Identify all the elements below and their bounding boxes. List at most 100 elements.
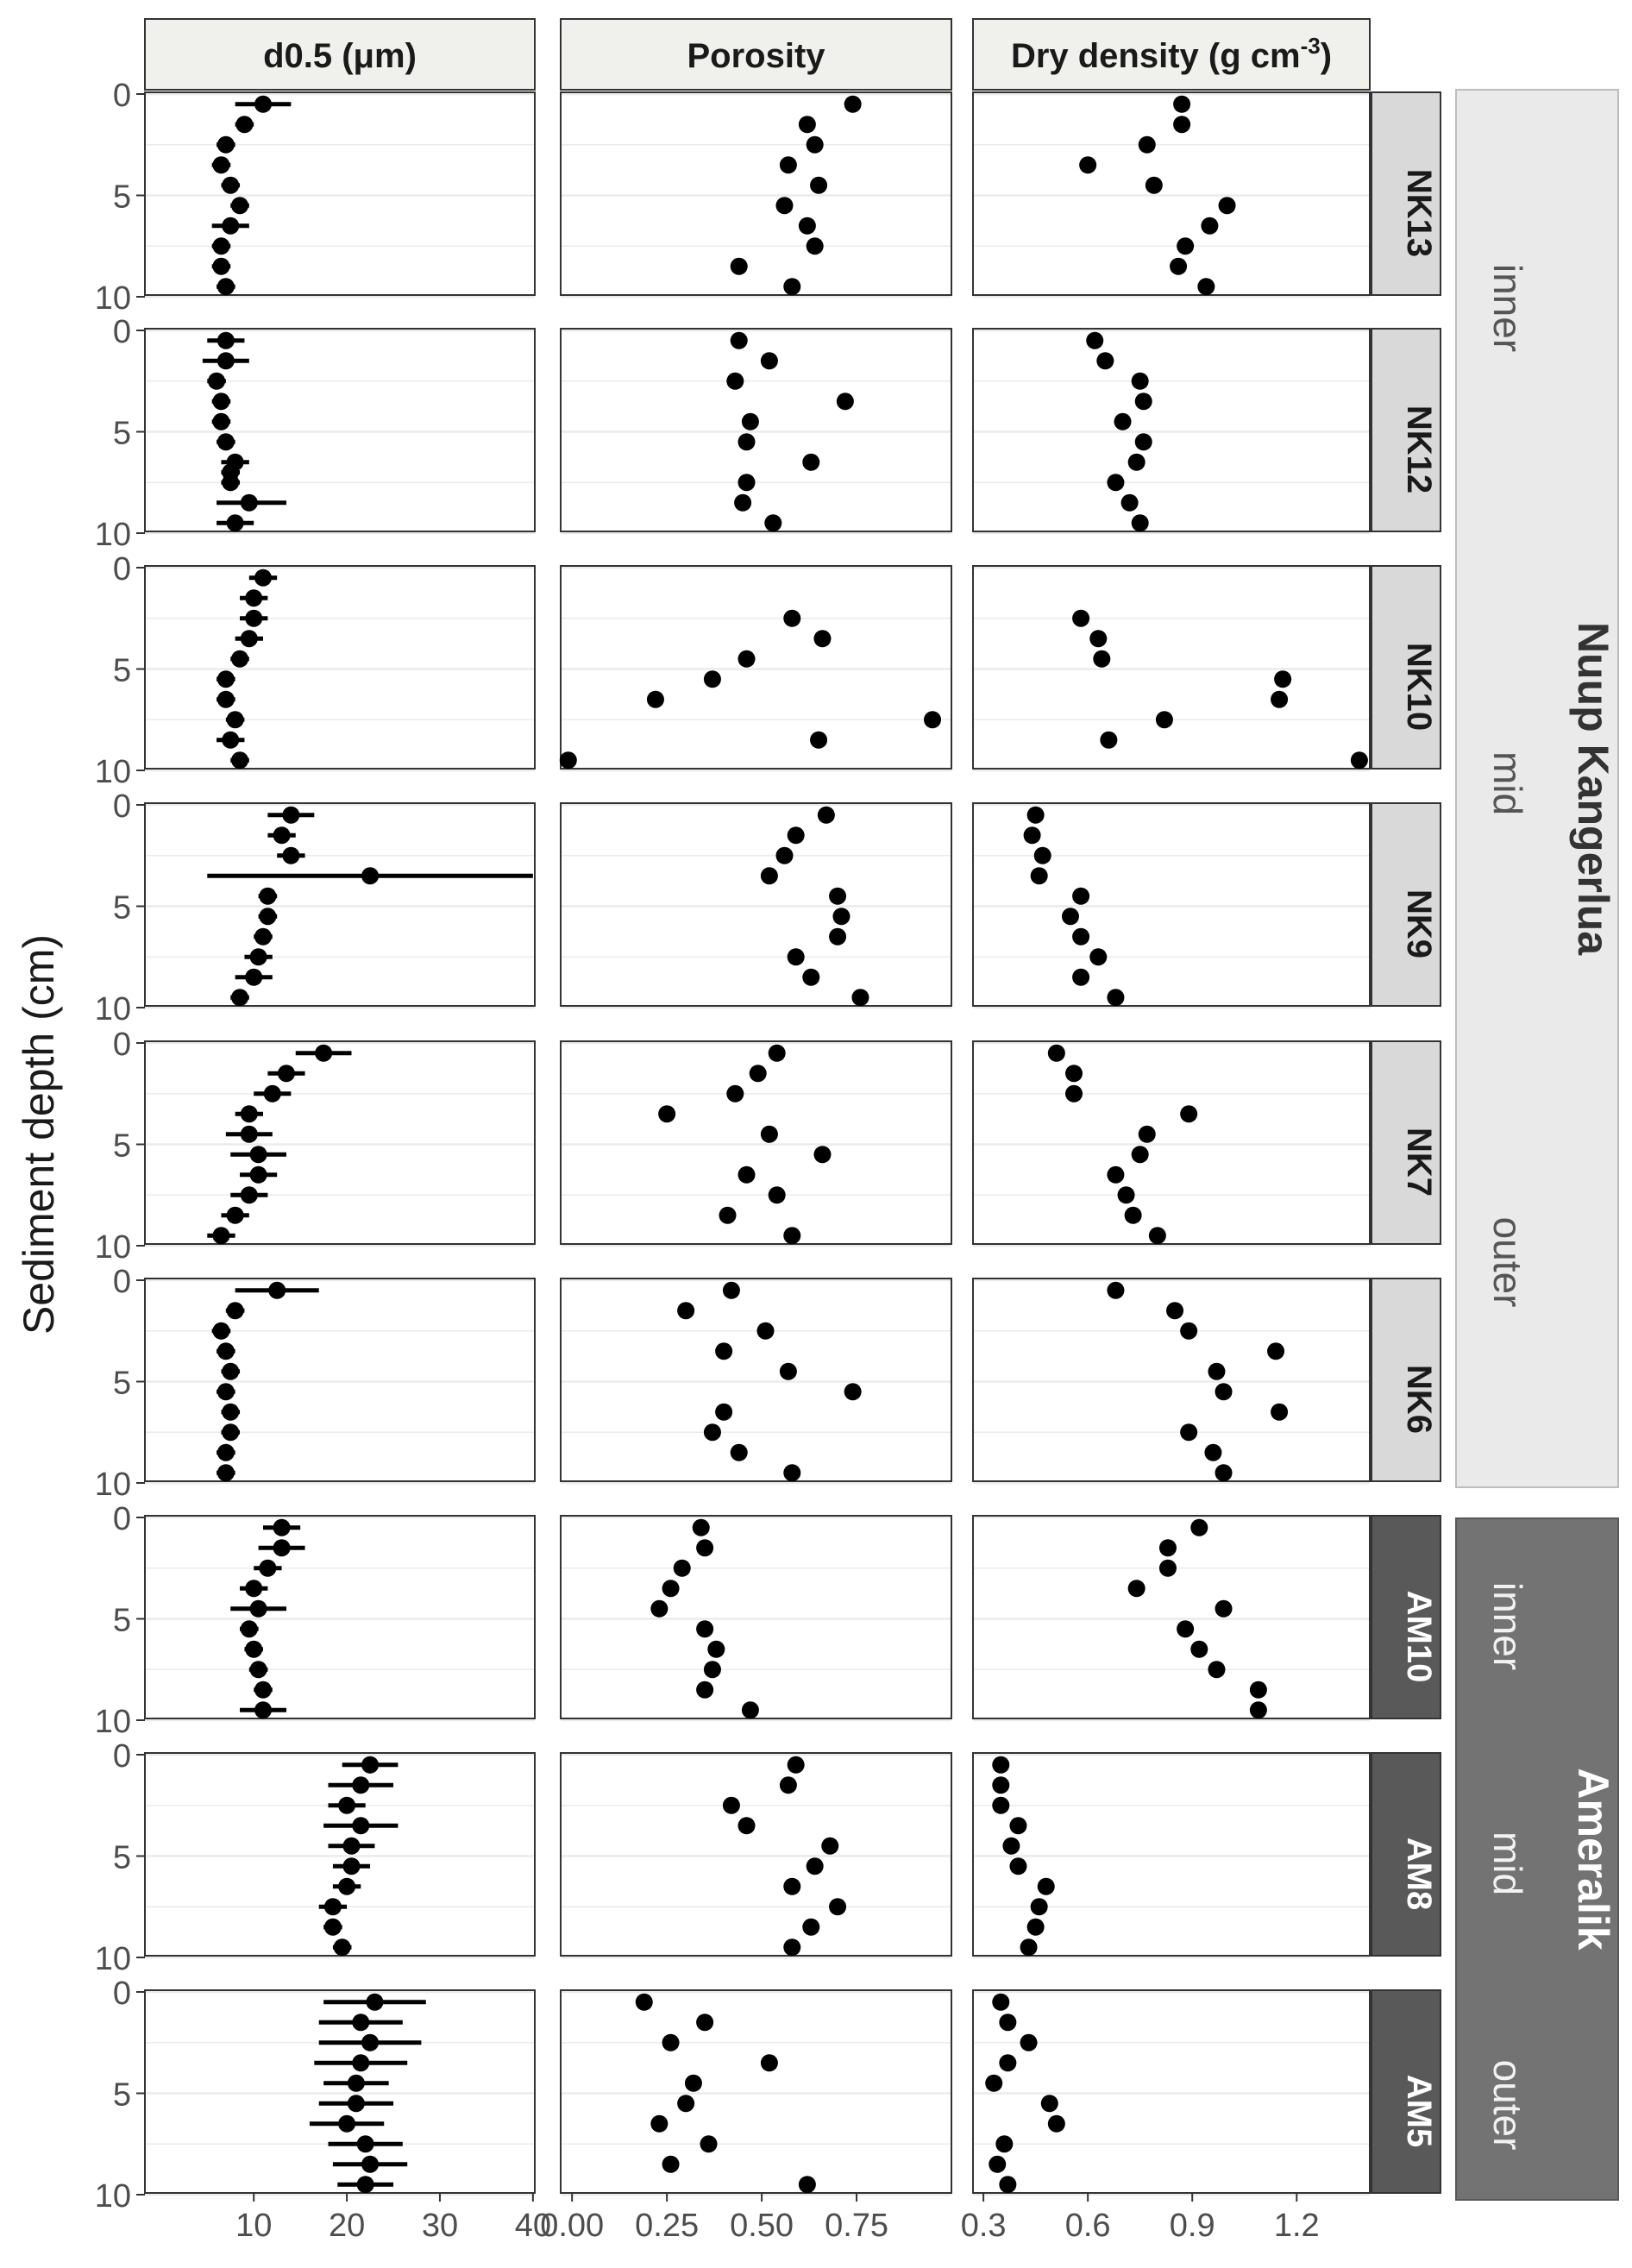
data-point [1072, 927, 1090, 946]
data-point [240, 493, 258, 512]
panel [972, 1040, 1371, 1247]
data-point [1072, 968, 1090, 986]
data-point [1131, 372, 1149, 390]
column-strip-label: Dry density (g cm-3) [1011, 33, 1332, 75]
column-strip [560, 18, 952, 91]
data-point [559, 751, 577, 770]
panel [972, 565, 1371, 772]
data-point [338, 1796, 356, 1814]
x-tick-label: 0.9 [1170, 2208, 1215, 2244]
y-tick-label: 10 [95, 1467, 131, 1503]
x-tick-label: 1.2 [1274, 2208, 1320, 2244]
data-point [1065, 1065, 1083, 1083]
data-point [231, 650, 249, 668]
data-point [1249, 1681, 1267, 1699]
data-point [1197, 278, 1215, 296]
data-point [650, 2114, 668, 2133]
data-point [783, 1938, 801, 1957]
y-tick-label: 5 [113, 653, 131, 689]
data-point [1177, 1620, 1195, 1638]
data-point [787, 948, 805, 966]
panel [560, 91, 952, 298]
data-point [217, 278, 235, 296]
data-point [1026, 1918, 1045, 1936]
data-point [222, 217, 240, 235]
panel-background [145, 1516, 535, 1718]
data-point [249, 948, 267, 966]
data-point [342, 1857, 361, 1875]
data-point [802, 453, 820, 471]
panel-background [561, 803, 951, 1006]
core-row: 0 5 10 [95, 551, 1371, 790]
data-point [738, 650, 756, 668]
data-point [650, 1599, 668, 1618]
data-point [222, 1403, 240, 1421]
data-point [235, 116, 254, 134]
data-point [1158, 1559, 1177, 1577]
data-point [989, 2155, 1007, 2173]
panel [144, 1040, 536, 1247]
data-point [1249, 1701, 1267, 1719]
data-point [798, 2176, 816, 2194]
data-point [1218, 197, 1236, 215]
data-point [730, 331, 748, 349]
panel [559, 565, 952, 772]
data-point [1271, 1403, 1289, 1421]
panel [144, 565, 536, 772]
data-point [1030, 867, 1048, 885]
data-point [217, 1443, 235, 1461]
y-tick-label: 0 [113, 1264, 131, 1300]
panel [144, 802, 536, 1009]
data-point [273, 1518, 291, 1536]
y-tick-label: 0 [113, 1976, 131, 2012]
data-point [999, 2014, 1017, 2032]
core-strip-label: AM5 [1400, 2075, 1438, 2147]
data-point [254, 1681, 273, 1699]
zone-label: mid [1485, 751, 1530, 815]
data-point [1180, 1105, 1198, 1123]
x-tick-label: 0.6 [1065, 2208, 1111, 2244]
y-axis-title: Sediment depth (cm) [15, 934, 63, 1335]
panel-border [560, 1278, 952, 1482]
data-point [217, 331, 235, 349]
panel-border [144, 1278, 536, 1482]
data-point [1138, 135, 1156, 154]
data-point [323, 1898, 342, 1916]
data-point [662, 1580, 680, 1598]
panel [560, 1278, 952, 1485]
data-point [722, 1796, 740, 1814]
data-point [738, 433, 756, 451]
panel-background [145, 803, 535, 1006]
data-point [1047, 2114, 1065, 2133]
data-point [1089, 948, 1108, 966]
data-point [707, 1640, 725, 1658]
data-point [1134, 393, 1152, 411]
data-point [696, 1620, 714, 1638]
data-point [342, 1837, 361, 1855]
y-tick-label: 10 [95, 280, 131, 317]
core-strip-label: NK9 [1400, 889, 1438, 958]
panel-border [560, 1040, 952, 1245]
panel [972, 802, 1371, 1009]
data-point [844, 95, 862, 113]
y-tick-label: 5 [113, 890, 131, 927]
panel-background [145, 1278, 535, 1481]
data-point [783, 278, 801, 296]
data-point [217, 690, 235, 708]
data-point [1002, 1837, 1020, 1855]
core-strip [1371, 565, 1441, 770]
data-point [810, 176, 828, 194]
data-point [254, 1701, 273, 1719]
data-point [696, 2014, 714, 2032]
data-point [1350, 751, 1368, 770]
data-point [783, 1464, 801, 1482]
data-point [692, 1518, 710, 1536]
data-point [985, 2074, 1003, 2092]
data-point [768, 1186, 786, 1204]
panel-border [144, 1752, 536, 1957]
data-point [787, 826, 805, 845]
data-point [760, 1125, 778, 1143]
panel-border [972, 1040, 1371, 1245]
data-point [352, 2014, 370, 2032]
